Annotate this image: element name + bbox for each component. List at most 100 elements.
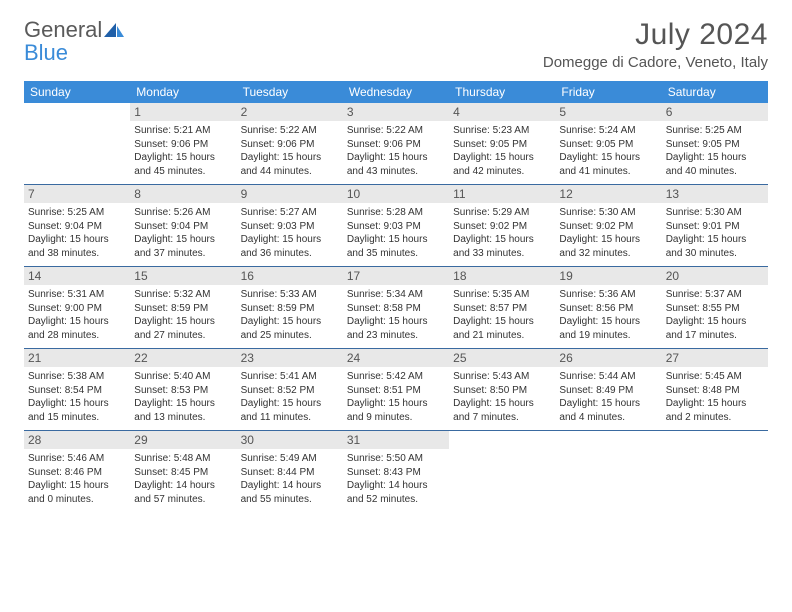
- sunset: Sunset: 9:00 PM: [28, 302, 126, 316]
- day-number: 2: [237, 103, 343, 121]
- sunrise: Sunrise: 5:41 AM: [241, 370, 339, 384]
- sunset: Sunset: 8:52 PM: [241, 384, 339, 398]
- calendar: SundayMondayTuesdayWednesdayThursdayFrid…: [24, 81, 768, 512]
- sunrise: Sunrise: 5:33 AM: [241, 288, 339, 302]
- daylight-line1: Daylight: 15 hours: [28, 233, 126, 247]
- day-cell: 24Sunrise: 5:42 AMSunset: 8:51 PMDayligh…: [343, 349, 449, 430]
- day-number: 13: [662, 185, 768, 203]
- logo-part2: Blue: [24, 40, 68, 65]
- daylight-line2: and 33 minutes.: [453, 247, 551, 261]
- day-number: 26: [555, 349, 661, 367]
- sunrise: Sunrise: 5:22 AM: [241, 124, 339, 138]
- sunrise: Sunrise: 5:30 AM: [559, 206, 657, 220]
- day-info: Sunrise: 5:43 AMSunset: 8:50 PMDaylight:…: [453, 370, 551, 424]
- weekday-header: Saturday: [662, 81, 768, 103]
- sunset: Sunset: 8:44 PM: [241, 466, 339, 480]
- day-info: Sunrise: 5:32 AMSunset: 8:59 PMDaylight:…: [134, 288, 232, 342]
- daylight-line1: Daylight: 15 hours: [453, 233, 551, 247]
- day-info: Sunrise: 5:26 AMSunset: 9:04 PMDaylight:…: [134, 206, 232, 260]
- weekday-header: Tuesday: [237, 81, 343, 103]
- daylight-line1: Daylight: 15 hours: [666, 151, 764, 165]
- day-cell: 3Sunrise: 5:22 AMSunset: 9:06 PMDaylight…: [343, 103, 449, 184]
- sunrise: Sunrise: 5:40 AM: [134, 370, 232, 384]
- weekday-row: SundayMondayTuesdayWednesdayThursdayFrid…: [24, 81, 768, 103]
- day-info: Sunrise: 5:38 AMSunset: 8:54 PMDaylight:…: [28, 370, 126, 424]
- day-number: 12: [555, 185, 661, 203]
- day-number: 22: [130, 349, 236, 367]
- day-cell: 28Sunrise: 5:46 AMSunset: 8:46 PMDayligh…: [24, 431, 130, 512]
- daylight-line1: Daylight: 15 hours: [28, 397, 126, 411]
- day-number: 11: [449, 185, 555, 203]
- sunset: Sunset: 9:06 PM: [241, 138, 339, 152]
- day-cell: 16Sunrise: 5:33 AMSunset: 8:59 PMDayligh…: [237, 267, 343, 348]
- sunrise: Sunrise: 5:27 AM: [241, 206, 339, 220]
- daylight-line2: and 32 minutes.: [559, 247, 657, 261]
- day-number: 4: [449, 103, 555, 121]
- day-info: Sunrise: 5:37 AMSunset: 8:55 PMDaylight:…: [666, 288, 764, 342]
- weekday-header: Monday: [130, 81, 236, 103]
- daylight-line2: and 15 minutes.: [28, 411, 126, 425]
- day-cell: 4Sunrise: 5:23 AMSunset: 9:05 PMDaylight…: [449, 103, 555, 184]
- day-number: 27: [662, 349, 768, 367]
- day-cell: 15 Sunrise: 5:32 AMSunset: 8:59 PMDayligh…: [130, 267, 236, 348]
- daylight-line1: Daylight: 15 hours: [347, 397, 445, 411]
- day-info: Sunrise: 5:22 AMSunset: 9:06 PMDaylight:…: [241, 124, 339, 178]
- daylight-line1: Daylight: 15 hours: [559, 151, 657, 165]
- day-cell: 31Sunrise: 5:50 AMSunset: 8:43 PMDayligh…: [343, 431, 449, 512]
- daylight-line2: and 41 minutes.: [559, 165, 657, 179]
- day-info: Sunrise: 5:44 AMSunset: 8:49 PMDaylight:…: [559, 370, 657, 424]
- daylight-line2: and 27 minutes.: [134, 329, 232, 343]
- title-block: July 2024 Domegge di Cadore, Veneto, Ita…: [543, 18, 768, 71]
- sunrise: Sunrise: 5:36 AM: [559, 288, 657, 302]
- daylight-line1: Daylight: 15 hours: [347, 233, 445, 247]
- sunrise: Sunrise: 5:21 AM: [134, 124, 232, 138]
- daylight-line2: and 35 minutes.: [347, 247, 445, 261]
- day-number: 14: [24, 267, 130, 285]
- sunset: Sunset: 9:02 PM: [559, 220, 657, 234]
- daylight-line1: Daylight: 15 hours: [241, 233, 339, 247]
- day-info: Sunrise: 5:25 AMSunset: 9:04 PMDaylight:…: [28, 206, 126, 260]
- day-info: Sunrise: 5:27 AMSunset: 9:03 PMDaylight:…: [241, 206, 339, 260]
- sunrise: Sunrise: 5:50 AM: [347, 452, 445, 466]
- daylight-line2: and 44 minutes.: [241, 165, 339, 179]
- sunrise: Sunrise: 5:38 AM: [28, 370, 126, 384]
- day-number: 19: [555, 267, 661, 285]
- sunrise: Sunrise: 5:37 AM: [666, 288, 764, 302]
- day-info: Sunrise: 5:21 AMSunset: 9:06 PMDaylight:…: [134, 124, 232, 178]
- daylight-line1: Daylight: 15 hours: [134, 397, 232, 411]
- daylight-line2: and 11 minutes.: [241, 411, 339, 425]
- sunset: Sunset: 8:43 PM: [347, 466, 445, 480]
- daylight-line1: Daylight: 15 hours: [28, 479, 126, 493]
- daylight-line2: and 4 minutes.: [559, 411, 657, 425]
- day-cell: 2 Sunrise: 5:22 AMSunset: 9:06 PMDaylight…: [237, 103, 343, 184]
- daylight-line1: Daylight: 14 hours: [347, 479, 445, 493]
- day-info: Sunrise: 5:48 AMSunset: 8:45 PMDaylight:…: [134, 452, 232, 506]
- sunset: Sunset: 8:55 PM: [666, 302, 764, 316]
- sunrise: Sunrise: 5:31 AM: [28, 288, 126, 302]
- day-info: Sunrise: 5:31 AMSunset: 9:00 PMDaylight:…: [28, 288, 126, 342]
- logo-sail-icon: [104, 20, 126, 43]
- day-cell: 14 Sunrise: 5:31 AMSunset: 9:00 PMDayligh…: [24, 267, 130, 348]
- day-cell: 21Sunrise: 5:38 AMSunset: 8:54 PMDayligh…: [24, 349, 130, 430]
- day-number: 15: [130, 267, 236, 285]
- sunset: Sunset: 8:59 PM: [241, 302, 339, 316]
- sunset: Sunset: 8:49 PM: [559, 384, 657, 398]
- day-info: Sunrise: 5:34 AMSunset: 8:58 PMDaylight:…: [347, 288, 445, 342]
- day-cell: 8Sunrise: 5:26 AMSunset: 9:04 PMDaylight…: [130, 185, 236, 266]
- sunrise: Sunrise: 5:30 AM: [666, 206, 764, 220]
- sunrise: Sunrise: 5:45 AM: [666, 370, 764, 384]
- day-info: Sunrise: 5:46 AMSunset: 8:46 PMDaylight:…: [28, 452, 126, 506]
- sunset: Sunset: 9:03 PM: [241, 220, 339, 234]
- day-cell: 13Sunrise: 5:30 AMSunset: 9:01 PMDayligh…: [662, 185, 768, 266]
- header: GeneralBlue July 2024 Domegge di Cadore,…: [24, 18, 768, 71]
- sunrise: Sunrise: 5:42 AM: [347, 370, 445, 384]
- daylight-line1: Daylight: 15 hours: [134, 151, 232, 165]
- daylight-line1: Daylight: 15 hours: [134, 233, 232, 247]
- day-cell: [662, 431, 768, 512]
- day-info: Sunrise: 5:36 AMSunset: 8:56 PMDaylight:…: [559, 288, 657, 342]
- day-cell: [449, 431, 555, 512]
- sunrise: Sunrise: 5:25 AM: [28, 206, 126, 220]
- daylight-line2: and 43 minutes.: [347, 165, 445, 179]
- sunset: Sunset: 8:59 PM: [134, 302, 232, 316]
- weekday-header: Sunday: [24, 81, 130, 103]
